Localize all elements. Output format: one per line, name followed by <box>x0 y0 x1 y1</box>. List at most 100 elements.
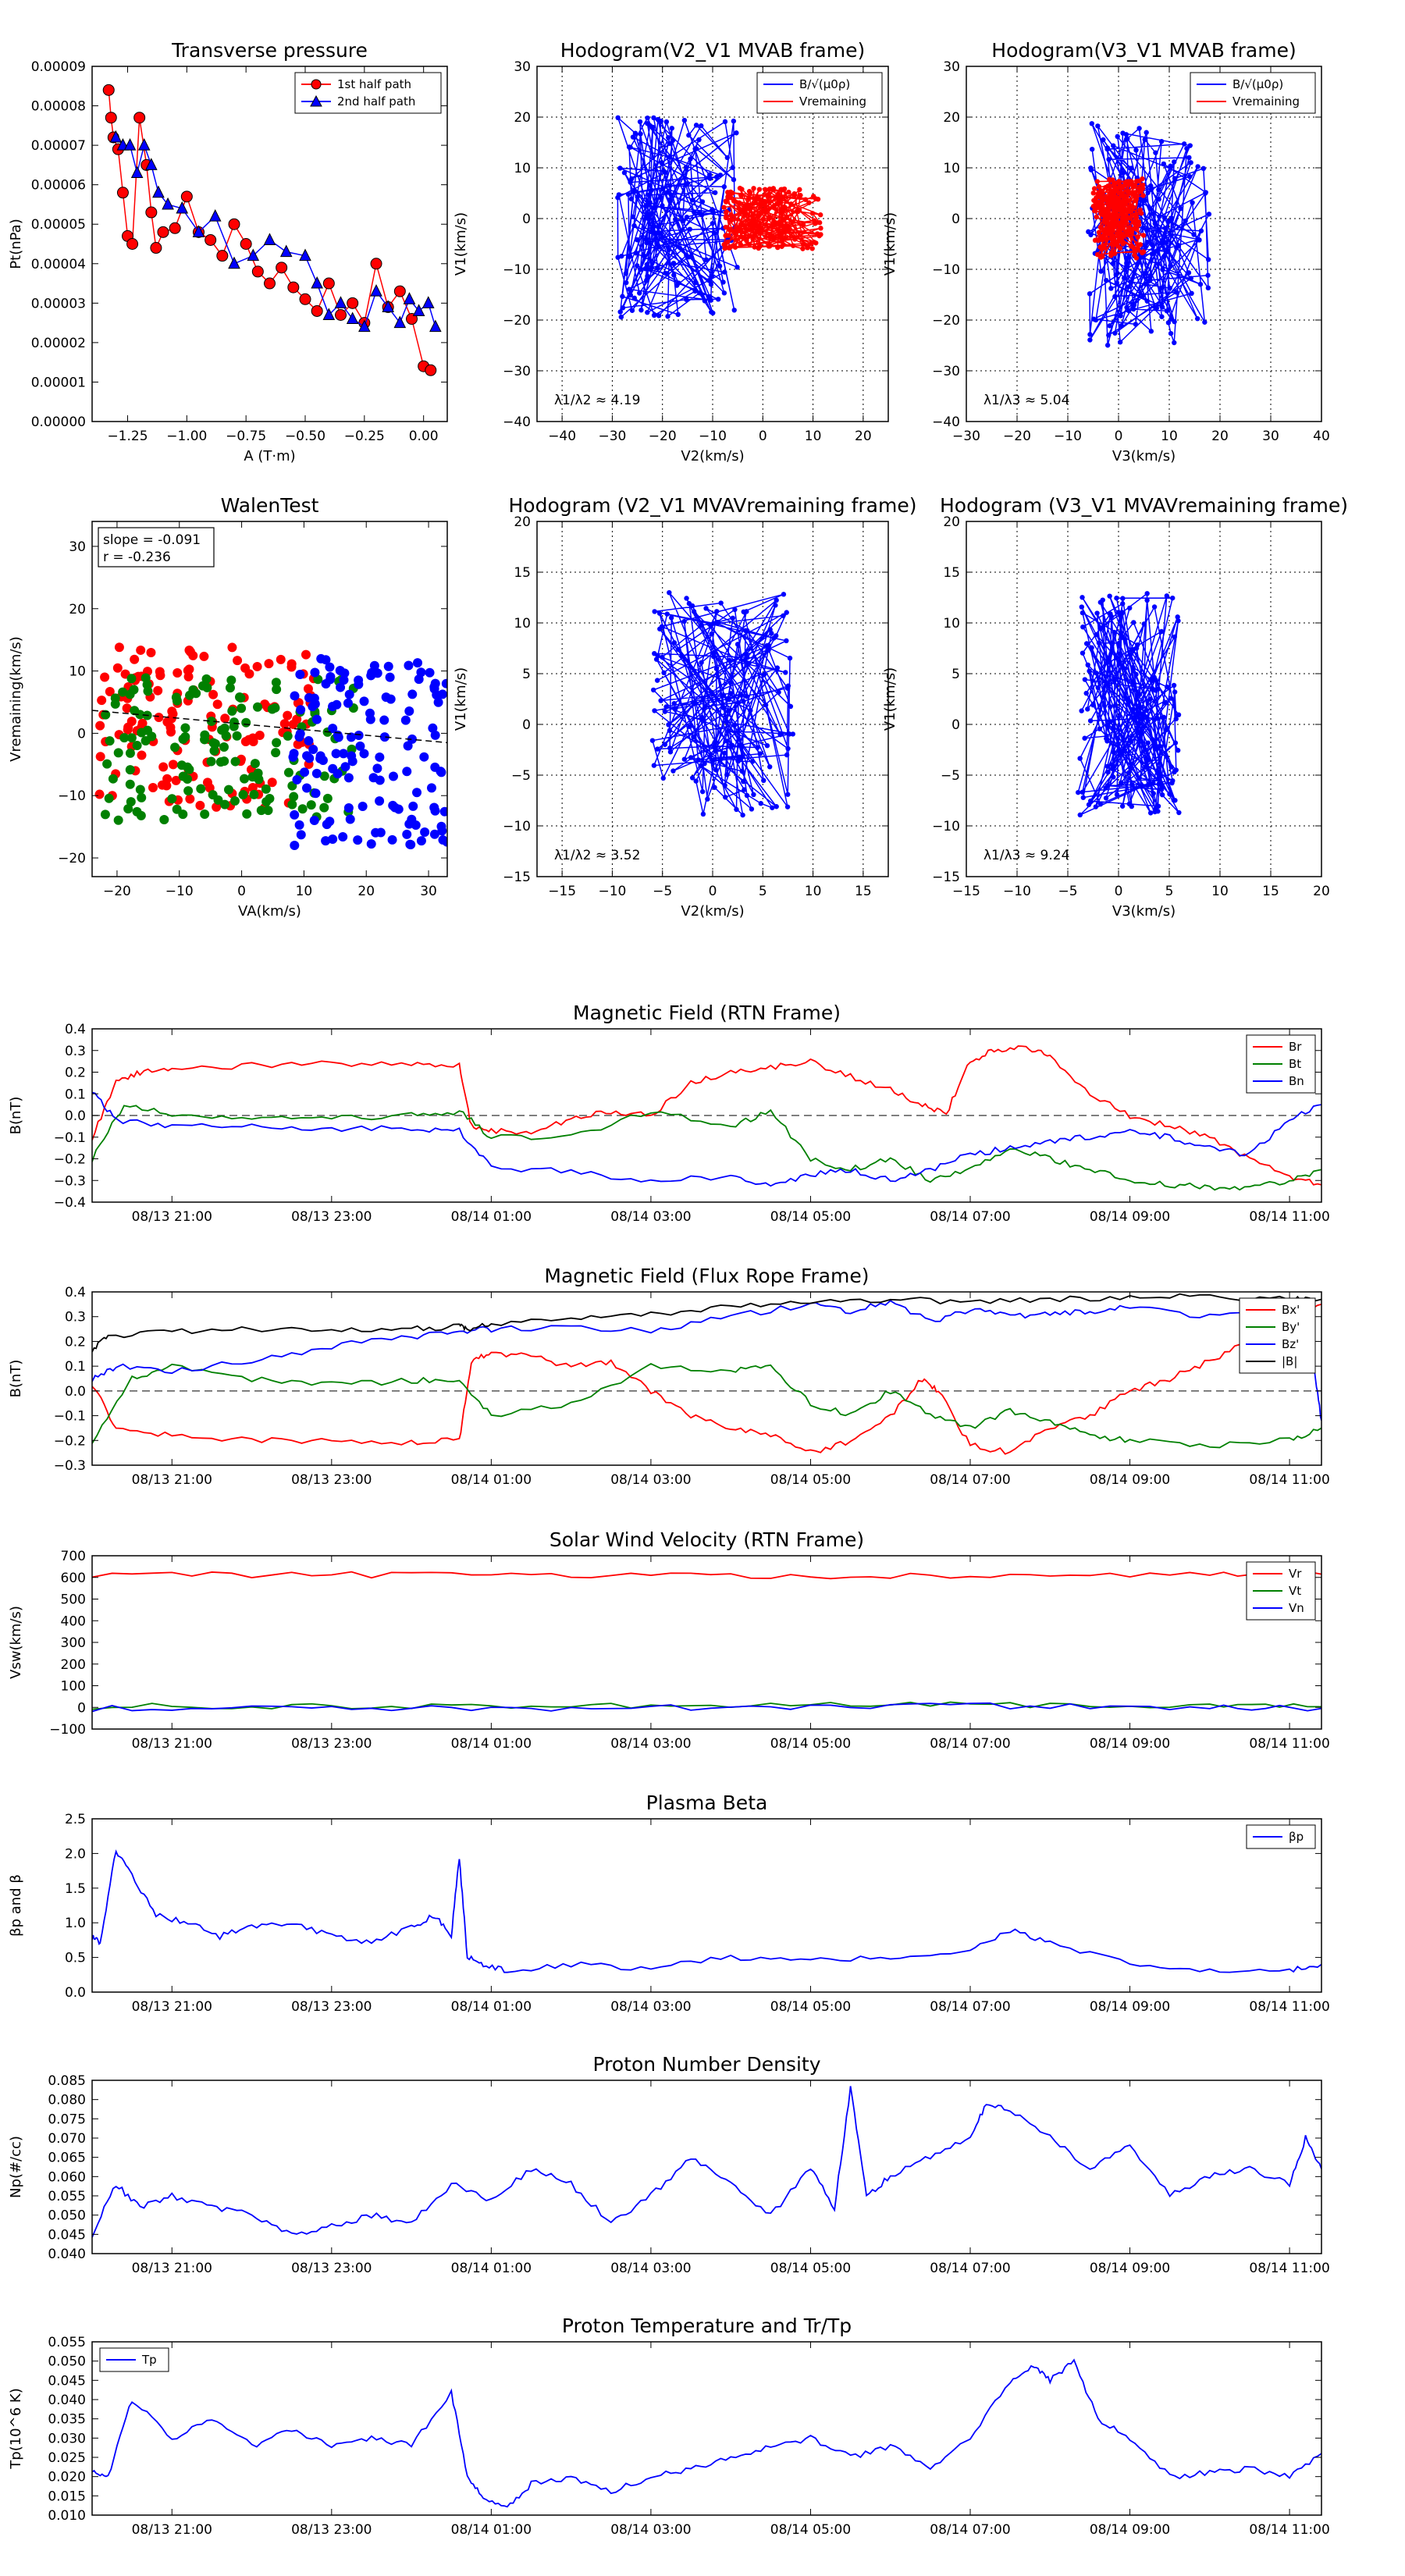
data-point <box>698 763 703 769</box>
x-tick-label: 10 <box>1161 429 1178 444</box>
data-point <box>1120 596 1126 601</box>
data-point <box>345 814 355 824</box>
data-point <box>798 192 803 198</box>
data-point <box>792 237 798 242</box>
x-tick-label: −1.00 <box>166 429 207 444</box>
data-point <box>1187 143 1193 148</box>
data-point <box>670 260 677 266</box>
data-point <box>137 792 147 802</box>
data-point <box>751 186 756 191</box>
data-point <box>756 213 762 219</box>
data-point <box>709 631 714 637</box>
data-point <box>439 806 447 817</box>
data-point <box>1169 780 1175 786</box>
data-point <box>696 290 702 296</box>
data-point <box>628 180 633 185</box>
data-point <box>670 137 676 144</box>
x-tick-label: 08/14 11:00 <box>1249 1736 1329 1752</box>
data-point <box>1133 322 1139 327</box>
y-tick-label: 300 <box>61 1635 86 1651</box>
data-point <box>1107 659 1112 665</box>
plot-area <box>537 521 888 877</box>
data-point <box>638 131 643 137</box>
data-point <box>730 165 735 170</box>
data-point <box>1181 141 1187 147</box>
axes-frame <box>91 521 448 877</box>
data-point <box>1136 242 1141 247</box>
x-tick-label: 15 <box>855 884 872 899</box>
data-point <box>1151 674 1157 680</box>
data-point <box>1125 197 1130 203</box>
data-point <box>784 752 790 758</box>
legend: Br Bt Bn <box>1246 1034 1316 1094</box>
data-point <box>271 678 281 688</box>
data-point <box>692 146 698 151</box>
legend: B/√(μ0ρ) Vremaining <box>756 72 883 114</box>
data-point <box>781 229 787 234</box>
data-point <box>206 716 216 726</box>
y-tick-label: 0.035 <box>48 2412 86 2428</box>
data-point <box>1133 192 1139 198</box>
data-point <box>681 756 688 762</box>
data-point <box>626 286 632 292</box>
data-point <box>256 806 266 816</box>
data-point <box>1137 207 1143 213</box>
data-point <box>777 232 782 237</box>
series-line-0 <box>92 2358 1321 2508</box>
data-point <box>387 834 397 845</box>
data-point <box>715 621 720 626</box>
data-point <box>309 816 319 826</box>
data-point <box>739 768 745 774</box>
data-point <box>119 733 130 743</box>
data-point <box>335 666 345 676</box>
data-point <box>693 123 699 128</box>
data-point <box>221 731 231 741</box>
legend-label: Vt <box>1289 1584 1301 1598</box>
data-point <box>628 196 635 202</box>
x-tick-label: 20 <box>357 884 375 899</box>
data-point <box>1175 748 1181 753</box>
data-point <box>739 754 745 760</box>
data-point <box>1114 280 1120 286</box>
data-point <box>224 785 234 795</box>
data-point <box>311 276 323 289</box>
data-point <box>430 730 440 740</box>
series-line-1 <box>92 1105 1321 1191</box>
data-point <box>667 589 672 596</box>
data-point <box>1140 193 1146 198</box>
data-point <box>1114 205 1119 210</box>
data-point <box>1094 214 1099 220</box>
data-point <box>1172 340 1177 346</box>
y-tick-label: −0.3 <box>54 1458 86 1474</box>
data-point <box>1101 219 1107 225</box>
data-point <box>1105 769 1111 775</box>
data-point <box>105 736 115 746</box>
data-point <box>671 640 678 646</box>
data-point <box>616 192 622 197</box>
data-point <box>283 767 293 777</box>
data-point <box>1126 284 1131 290</box>
data-point <box>122 703 132 713</box>
data-point <box>740 812 745 818</box>
data-point <box>1144 714 1150 720</box>
data-point <box>319 771 329 781</box>
data-point <box>788 703 794 710</box>
data-point <box>1104 763 1110 769</box>
data-point <box>183 774 193 785</box>
data-point <box>199 651 209 661</box>
x-tick-label: −10 <box>1003 884 1031 899</box>
data-point <box>706 172 713 177</box>
data-point <box>430 762 440 772</box>
data-point <box>404 660 414 671</box>
data-point <box>1129 803 1134 809</box>
data-point <box>626 144 632 150</box>
data-point <box>135 785 145 795</box>
x-tick-label: 08/13 23:00 <box>291 2522 372 2538</box>
data-point <box>173 668 183 678</box>
data-point <box>304 736 314 746</box>
data-point <box>1076 789 1081 795</box>
data-point <box>1109 648 1115 654</box>
data-point <box>375 752 385 762</box>
data-point <box>695 757 701 763</box>
x-tick-label: 08/14 09:00 <box>1090 1209 1170 1225</box>
